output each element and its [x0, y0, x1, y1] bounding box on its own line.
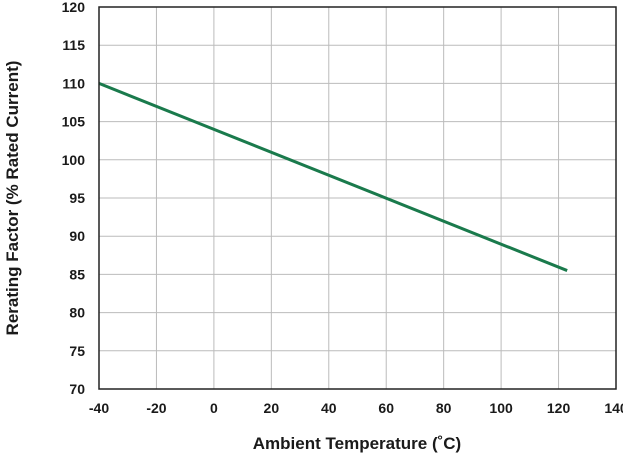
x-tick-label: -40: [89, 400, 109, 416]
y-tick-label: 85: [69, 266, 85, 282]
x-tick-label: 140: [604, 400, 623, 416]
x-tick-labels: -40 -20 0 20 40 60 80 100 120 140: [89, 400, 623, 416]
y-tick-label: 105: [62, 114, 86, 130]
y-axis-label: Rerating Factor (% Rated Current): [3, 61, 22, 336]
y-tick-label: 95: [69, 190, 85, 206]
y-tick-label: 90: [69, 228, 85, 244]
x-tick-label: 0: [210, 400, 218, 416]
x-tick-label: 20: [264, 400, 280, 416]
x-tick-label: 100: [489, 400, 513, 416]
y-tick-label: 110: [62, 75, 85, 91]
series-layer: [98, 82, 568, 272]
y-tick-labels: 70 75 80 85 90 95 100 105 110 115 120: [62, 0, 86, 397]
plot-frame: [98, 6, 617, 390]
y-tick-label: 80: [69, 305, 85, 321]
grid: [98, 6, 617, 390]
series-line: [98, 82, 568, 272]
x-tick-label: 120: [547, 400, 571, 416]
y-tick-label: 75: [69, 343, 85, 359]
x-tick-label: 40: [321, 400, 337, 416]
x-tick-label: 60: [378, 400, 394, 416]
y-tick-label: 100: [62, 152, 86, 168]
x-tick-label: -20: [146, 400, 166, 416]
x-tick-label: 80: [436, 400, 452, 416]
y-tick-label: 115: [62, 37, 85, 53]
y-tick-label: 70: [69, 381, 85, 397]
y-tick-label: 120: [62, 0, 86, 15]
x-axis-label: Ambient Temperature (˚C): [253, 434, 461, 453]
